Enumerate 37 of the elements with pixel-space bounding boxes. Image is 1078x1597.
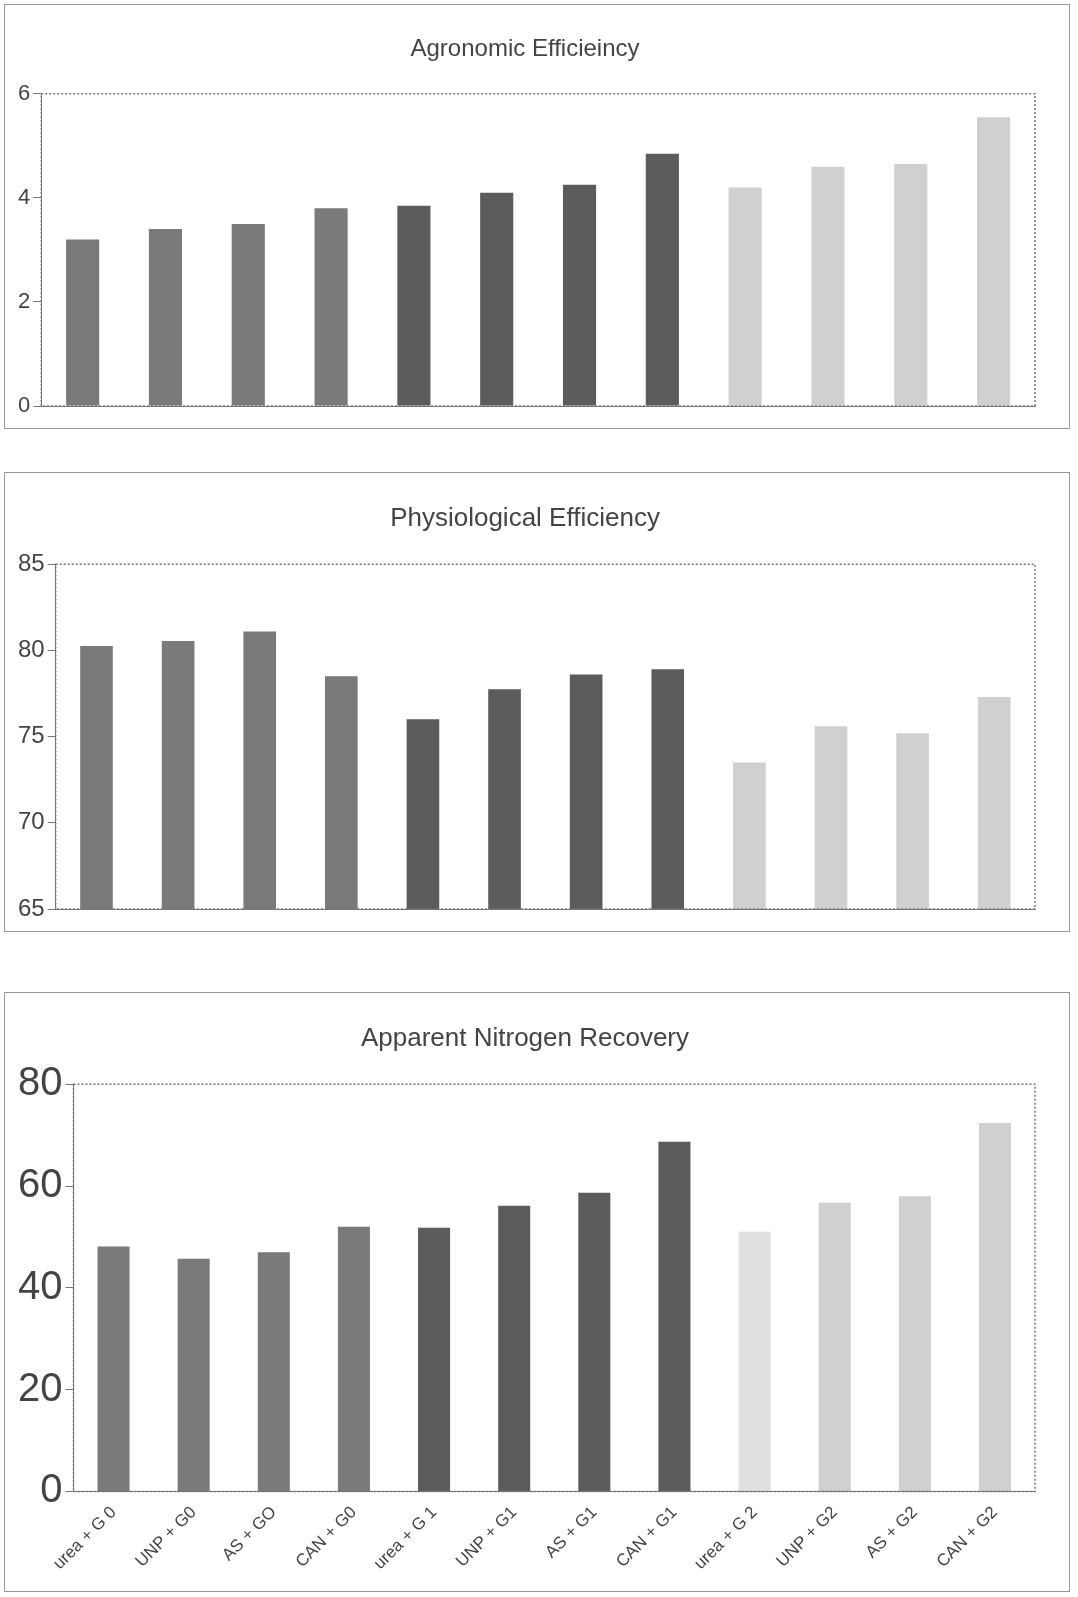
y-tick-label: 80	[17, 1059, 63, 1104]
y-tick-label: 20	[17, 1364, 63, 1409]
bar	[562, 184, 597, 406]
bar	[898, 1196, 931, 1491]
chart-title: Physiological Efficiency	[390, 501, 660, 532]
y-tick-label: 65	[17, 893, 45, 921]
bar	[894, 164, 928, 406]
bar	[658, 1141, 691, 1491]
y-tick-label: 70	[17, 807, 45, 835]
chart-title: Apparent Nitrogen Recovery	[360, 1021, 690, 1052]
x-tick-label: AS + GO	[218, 1502, 280, 1565]
bar	[977, 117, 1011, 406]
bar	[818, 1202, 851, 1491]
y-tick-label: 0	[17, 392, 31, 418]
y-tick-label: 2	[17, 288, 31, 313]
bar	[397, 205, 431, 406]
y-tick-label: 4	[17, 183, 31, 209]
bar	[578, 1192, 611, 1491]
chart-title: Agronomic Efficieincy	[410, 34, 640, 62]
bar	[728, 187, 762, 406]
y-tick-label: 80	[17, 635, 45, 663]
x-tick-label: urea + G 2	[690, 1502, 761, 1573]
y-tick-label: 75	[17, 721, 45, 749]
bar	[498, 1205, 531, 1491]
x-tick-label: urea + G 1	[369, 1502, 441, 1573]
bar	[738, 1231, 771, 1491]
bar	[645, 153, 679, 406]
bar	[480, 192, 514, 406]
x-tick-label: AS + G2	[861, 1502, 921, 1562]
bar	[811, 166, 845, 406]
bar	[418, 1227, 451, 1491]
bar	[978, 1122, 1011, 1491]
x-tick-label: AS + G1	[541, 1502, 601, 1562]
y-tick-label: 85	[17, 548, 45, 576]
y-tick-label: 40	[17, 1262, 63, 1307]
y-tick-label: 6	[17, 79, 31, 105]
y-tick-label: 60	[17, 1161, 63, 1206]
